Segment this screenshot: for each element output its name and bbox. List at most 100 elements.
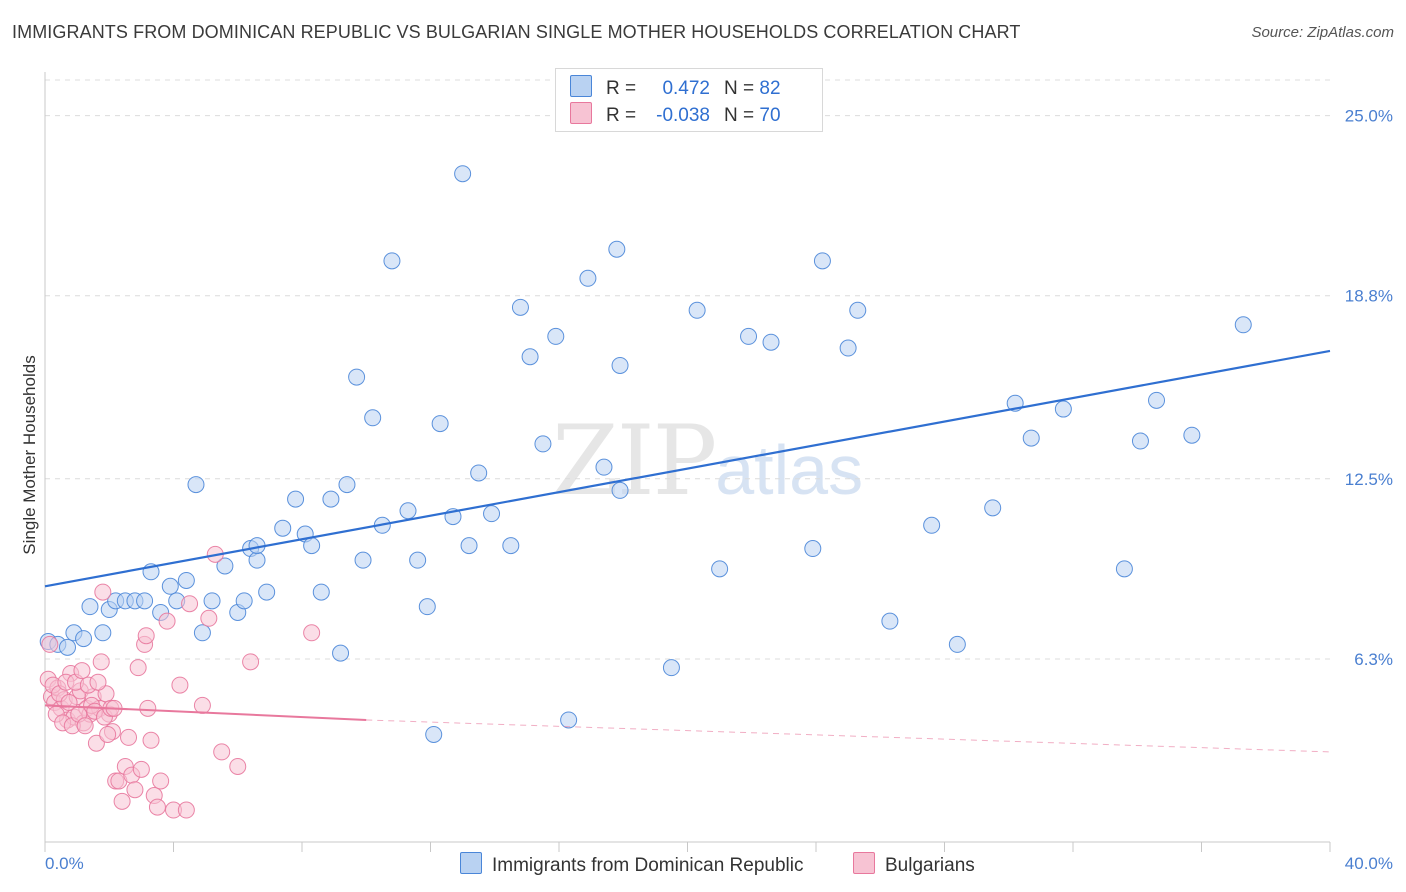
- point-dominican: [881, 612, 899, 630]
- point-bulgarian: [126, 781, 144, 799]
- legend-row-bulgarians: R = -0.038 N = 70: [570, 102, 781, 128]
- point-bulgarian: [152, 772, 170, 790]
- point-dominican: [534, 435, 552, 453]
- point-dominican: [75, 630, 93, 648]
- legend-r-value: -0.038: [656, 105, 710, 126]
- legend-n-label: N =: [724, 105, 755, 126]
- point-bulgarian: [120, 728, 138, 746]
- legend-swatch-blue: [460, 852, 482, 874]
- point-dominican: [332, 644, 350, 662]
- point-dominican: [58, 638, 76, 656]
- legend-label: Bulgarians: [885, 855, 975, 876]
- point-dominican: [187, 476, 205, 494]
- point-dominican: [348, 368, 366, 386]
- legend-r-value: 0.472: [662, 78, 710, 99]
- point-bulgarian: [148, 798, 166, 816]
- stats-legend: R = 0.472 N = 82 R = -0.038 N = 70: [555, 68, 823, 132]
- point-dominican: [303, 537, 321, 555]
- point-dominican: [399, 502, 417, 520]
- point-dominican: [611, 481, 629, 499]
- point-dominican: [235, 592, 253, 610]
- point-bulgarian: [142, 731, 160, 749]
- data-points: [39, 165, 1252, 819]
- point-dominican: [948, 635, 966, 653]
- point-dominican: [418, 598, 436, 616]
- point-bulgarian: [193, 696, 211, 714]
- legend-row-dominican: R = 0.472 N = 82: [570, 75, 781, 101]
- point-bulgarian: [171, 676, 189, 694]
- point-dominican: [136, 592, 154, 610]
- legend-swatch-pink: [853, 852, 875, 874]
- point-dominican: [287, 490, 305, 508]
- point-dominican: [1183, 426, 1201, 444]
- point-bulgarian: [158, 612, 176, 630]
- point-dominican: [354, 551, 372, 569]
- point-bulgarian: [113, 792, 131, 810]
- legend-n-value: 82: [759, 78, 781, 99]
- point-dominican: [409, 551, 427, 569]
- point-dominican: [364, 409, 382, 427]
- point-dominican: [248, 551, 266, 569]
- point-dominican: [560, 711, 578, 729]
- legend-item-bulgarians[interactable]: Bulgarians: [853, 852, 975, 877]
- point-dominican: [425, 725, 443, 743]
- point-dominican: [177, 571, 195, 589]
- point-dominican: [521, 348, 539, 366]
- source-label: Source: ZipAtlas.com: [1251, 24, 1394, 41]
- point-bulgarian: [303, 624, 321, 642]
- point-dominican: [81, 598, 99, 616]
- point-dominican: [1115, 560, 1133, 578]
- point-dominican: [94, 624, 112, 642]
- point-dominican: [483, 505, 501, 523]
- y-tick-label: 6.3%: [1354, 650, 1393, 669]
- point-dominican: [688, 301, 706, 319]
- point-dominican: [740, 327, 758, 345]
- point-dominican: [502, 537, 520, 555]
- point-dominican: [1022, 429, 1040, 447]
- watermark: ZIPatlas: [552, 405, 863, 517]
- tick-labels: 6.3% 12.5% 18.8% 25.0% 0.0% 40.0%: [45, 107, 1393, 873]
- point-dominican: [579, 269, 597, 287]
- point-dominican: [274, 519, 292, 537]
- y-tick-label: 12.5%: [1345, 470, 1393, 489]
- point-dominican: [312, 583, 330, 601]
- point-dominican: [804, 540, 822, 558]
- point-dominican: [1234, 316, 1252, 334]
- point-bulgarian: [139, 699, 157, 717]
- trend-line-dominican: [44, 349, 1331, 588]
- trend-line-bulgarian: [44, 704, 367, 721]
- point-dominican: [1054, 400, 1072, 418]
- point-dominican: [470, 464, 488, 482]
- x-tick-label: 40.0%: [1345, 854, 1393, 873]
- point-dominican: [216, 557, 234, 575]
- point-dominican: [161, 577, 179, 595]
- legend-n-value: 70: [759, 105, 781, 126]
- point-dominican: [923, 516, 941, 534]
- point-dominican: [454, 165, 472, 183]
- grid-lines: [45, 79, 1330, 660]
- point-dominican: [203, 592, 221, 610]
- point-dominican: [984, 499, 1002, 517]
- point-dominican: [258, 583, 276, 601]
- legend-swatch-blue: [570, 75, 592, 97]
- y-tick-label: 25.0%: [1345, 107, 1393, 126]
- point-dominican: [460, 537, 478, 555]
- point-bulgarian: [229, 757, 247, 775]
- point-dominican: [813, 252, 831, 270]
- legend-swatch-pink: [570, 102, 592, 124]
- point-bulgarian: [99, 725, 117, 743]
- legend-n-label: N =: [724, 78, 755, 99]
- trend-lines: [44, 349, 1331, 753]
- y-tick-label: 18.8%: [1345, 287, 1393, 306]
- watermark-atlas: atlas: [715, 431, 864, 509]
- point-bulgarian: [242, 653, 260, 671]
- point-dominican: [383, 252, 401, 270]
- point-bulgarian: [181, 595, 199, 613]
- point-bulgarian: [41, 635, 59, 653]
- legend-item-dominican[interactable]: Immigrants from Dominican Republic: [460, 852, 804, 877]
- point-dominican: [608, 240, 626, 258]
- point-dominican: [595, 458, 613, 476]
- point-bulgarian: [87, 734, 105, 752]
- point-dominican: [511, 298, 529, 316]
- legend-r-label: R =: [606, 78, 637, 99]
